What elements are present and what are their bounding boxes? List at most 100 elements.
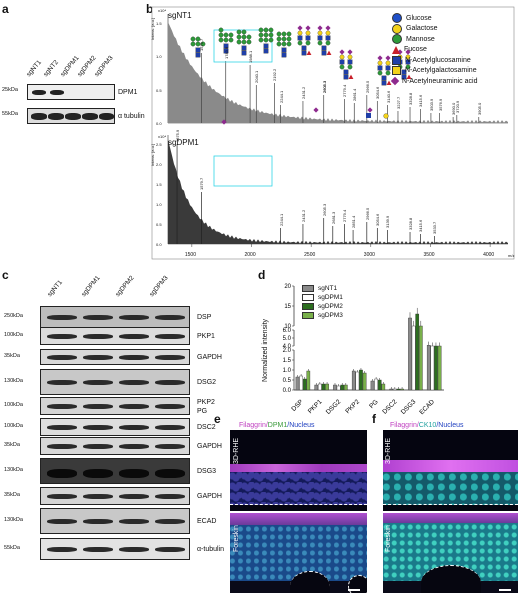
blot-band (83, 315, 113, 320)
legend-item: Fucose (392, 45, 477, 56)
glycan-galactose (317, 30, 323, 36)
spectrum-top-label: sgNT1 (168, 11, 192, 20)
glycan-sialic (339, 49, 345, 55)
panel-b-letter: b (146, 2, 154, 16)
glycan-square (321, 50, 327, 56)
panel-e-rhe-row-label: 3D-RHE (233, 437, 240, 464)
spectrum-top-peak-label: 3720.9 (454, 100, 460, 113)
spectrum-bottom-y-tick: 2.5 (156, 142, 162, 147)
spectrum-top-y-tick: 0.5 (156, 87, 162, 93)
spectrum-top-peak-label: 3227.7 (395, 96, 401, 109)
spectrum-top-y-tick: 1.0 (156, 54, 162, 60)
panel-c-lane-label: sgDPM3 (148, 274, 170, 299)
glycan-mannose (258, 27, 264, 33)
legend-item: Mannose (392, 34, 477, 45)
spectrum-bottom-peak-label: 3533.7 (432, 221, 438, 234)
blot-band (155, 425, 185, 430)
glycan-sialic (305, 25, 311, 31)
glycan-mannose (325, 40, 331, 46)
glycan-sialic (367, 107, 373, 113)
legend-circle-icon (392, 23, 402, 34)
glycan-mannose (281, 31, 287, 37)
glycan-galactose (405, 54, 411, 60)
legend-series-label: sgDPM1 (318, 294, 343, 301)
blot-band (47, 355, 77, 360)
glycan-mannose (347, 64, 353, 70)
glycan-mannose (258, 32, 264, 38)
spectrum-bottom-peak-label: 2681.3 (330, 211, 336, 224)
glycan-mannose (200, 41, 206, 47)
spectrum-top-peak-label: 2192.2 (272, 68, 278, 81)
glycan-structures (190, 25, 412, 125)
panel-e-foreskin-row-label: Foreskin (233, 525, 240, 552)
glycan-square (325, 35, 331, 41)
x-tick-label: PKP1 (307, 398, 324, 415)
blot-band (119, 519, 149, 524)
x-tick-label: DSG3 (400, 398, 418, 416)
glycan-mannose (195, 41, 201, 47)
spectrum-top-peak-label: 2431.2 (300, 86, 306, 99)
x-tick-label: DSG2 (325, 398, 343, 416)
blot-band (47, 469, 77, 478)
panel-c-blot (40, 418, 190, 436)
blot-band (119, 444, 149, 449)
bar-sgDPM2-DSP (302, 378, 307, 391)
spectrum-top-peak-label: 2244.1 (278, 90, 284, 103)
y-tick-label: 15 (284, 304, 291, 310)
glycan-sialic (297, 25, 303, 31)
y-tick-label: 5.0 (283, 336, 292, 342)
blot-band (83, 425, 113, 430)
bar-sgDPM3-DSG2 (343, 384, 348, 391)
spectrum-bottom-trace (168, 138, 508, 244)
glycan-square (301, 50, 307, 56)
spectrum-bottom-yaxis-label: Intens. [a.u.] (150, 143, 155, 166)
bar-sgDPM1-DSG3 (411, 325, 416, 391)
chart-legend-item: sgNT1 (302, 284, 343, 293)
glycan-mannose (236, 29, 242, 35)
panel-c-blot (40, 437, 190, 455)
y-tick-label: 20 (284, 284, 291, 290)
spectrum-top-peak-label: 1579.7 (199, 38, 205, 51)
bar-sgDPM1-PKP1 (318, 383, 322, 391)
panel-d-letter: d (258, 268, 266, 282)
panel-f-rhe-image (383, 430, 518, 511)
chart-legend: sgNT1 sgDPM1 sgDPM2 sgDPM3 (302, 284, 343, 320)
spectrum-top-exponent: x10⁴ (158, 8, 167, 13)
glycan-square (263, 48, 269, 54)
panel-c-lane-label: sgDPM2 (114, 274, 136, 299)
chart-legend-item: sgDPM3 (302, 311, 343, 320)
legend-square-icon (392, 66, 401, 76)
blot-band (47, 494, 77, 499)
blot-band (119, 494, 149, 499)
glycan-sialic (405, 49, 411, 55)
glycan-sialic (317, 25, 323, 31)
legend-label: N-Acetylgalactosamine (405, 67, 477, 75)
glycan-mannose (228, 37, 234, 43)
glycan-fucose (348, 74, 354, 79)
blot-band (83, 494, 113, 499)
spectrum-bottom-peak-label: 3054.6 (375, 213, 381, 226)
spectrum-bottom-peak-label: 1579.7 (199, 177, 205, 190)
panel-a-target-dpm1: DPM1 (118, 89, 138, 96)
spectrum-top-peak-label: 3905.0 (476, 102, 482, 115)
panel-f-rhe-row-label: 3D-RHE (385, 437, 392, 464)
spectrum-bottom-y-tick: 2.0 (156, 162, 162, 167)
legend-swatch (302, 312, 314, 319)
panel-c-target: GAPDH (197, 443, 222, 450)
spectrum-top-peak-label: 3415.6 (418, 94, 424, 107)
panel-c-blot (40, 508, 190, 534)
y-tick-label: 1.0 (283, 368, 292, 374)
bar-sgNT1-DSG3 (408, 317, 412, 391)
glycan-mannose (276, 31, 282, 37)
blot-band (47, 519, 77, 524)
glycan-mannose (195, 36, 201, 42)
glycan-mannose (241, 34, 247, 40)
glycan-fucose (406, 74, 412, 79)
blot-band (119, 425, 149, 430)
panel-c-marker: 55kDa (4, 545, 20, 551)
glycan-mannose (405, 64, 411, 70)
chart-legend-item: sgDPM2 (302, 302, 343, 311)
glycan-mannose (246, 39, 252, 45)
panel-c-lane-label: sgNT1 (46, 279, 64, 299)
spectrum-bottom-peak-label: 2966.5 (364, 207, 370, 220)
